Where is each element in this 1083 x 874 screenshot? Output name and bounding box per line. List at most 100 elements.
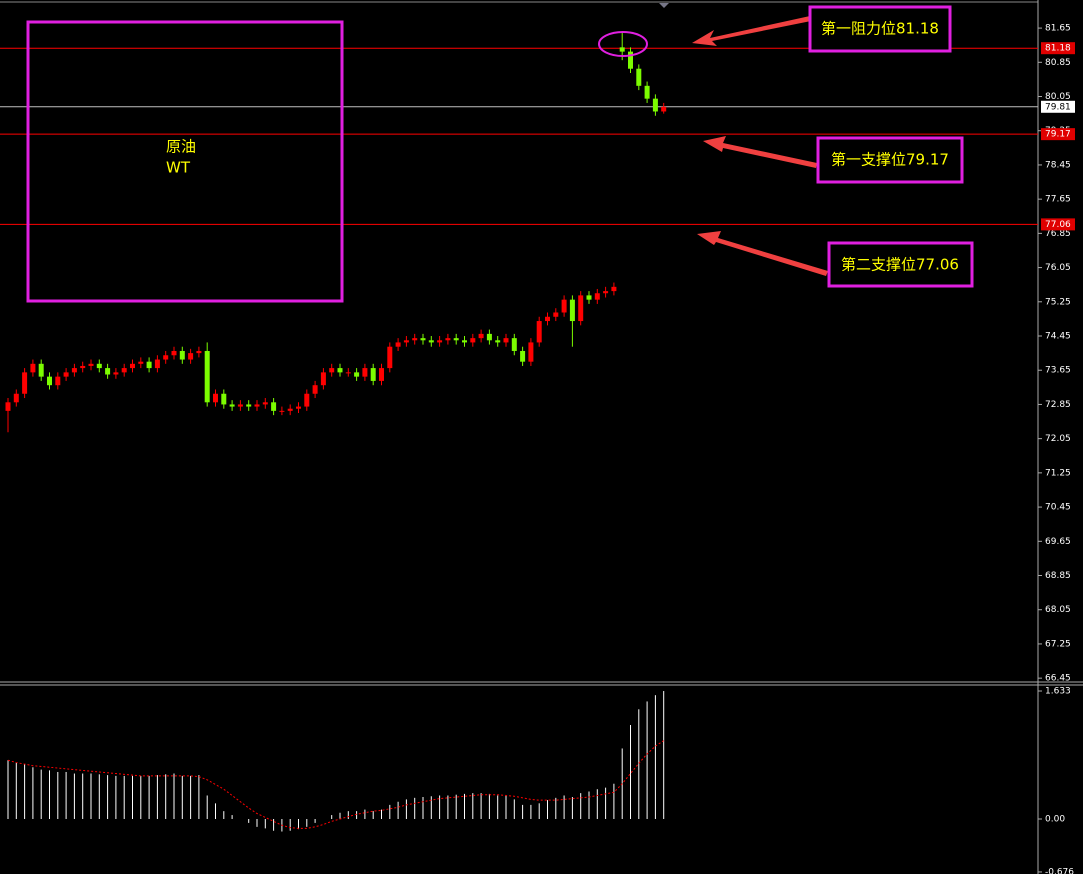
candle-body: [237, 404, 243, 407]
candle-body: [636, 68, 642, 86]
candle-body: [271, 402, 277, 411]
candle-body: [55, 376, 61, 386]
candle-body: [63, 372, 69, 377]
candle-body: [578, 295, 584, 322]
candle-body: [329, 368, 335, 373]
price-tag: [1041, 42, 1075, 55]
candle-body: [503, 338, 509, 343]
arrow: [692, 16, 811, 46]
candle-body: [279, 410, 285, 412]
candle-body: [204, 350, 210, 403]
candle-body: [304, 393, 310, 407]
candle-body: [362, 368, 368, 377]
candle-body: [470, 338, 476, 343]
candle-body: [312, 385, 318, 394]
y-tick-label: 66.45: [1045, 674, 1071, 684]
candle-body: [511, 338, 517, 351]
arrow: [697, 231, 828, 276]
price-tag: [1041, 128, 1075, 141]
candle-body: [453, 338, 459, 341]
price-tag: [1041, 100, 1075, 113]
price-tag: [1041, 218, 1075, 231]
candle-body: [47, 376, 52, 386]
y-tick-label: 0.00: [1045, 814, 1065, 824]
candle-body: [445, 338, 451, 341]
candle-body: [38, 363, 44, 377]
candle-body: [437, 340, 443, 343]
candle-body: [486, 333, 492, 341]
candle-body: [379, 368, 384, 381]
candle-body: [428, 340, 434, 343]
candle-body: [395, 342, 401, 347]
y-tick-label: 76.85: [1045, 229, 1071, 239]
signal-line: [7, 740, 664, 829]
y-tick-label: 1.633: [1045, 687, 1071, 697]
candle-body: [80, 365, 86, 369]
candle-body: [88, 363, 94, 366]
y-tick-label: 72.05: [1045, 434, 1071, 444]
y-tick-label: -0.676: [1045, 867, 1074, 874]
candle-body: [196, 350, 202, 354]
price-tag-label: 77.06: [1045, 220, 1071, 230]
candle-body: [113, 372, 119, 375]
annotation-box: [816, 136, 964, 184]
candle-body: [5, 402, 11, 411]
candle-body: [287, 408, 293, 411]
candle-body: [320, 372, 326, 386]
candle-body: [146, 361, 152, 369]
candle-body: [262, 402, 268, 405]
candle-body: [561, 299, 567, 313]
y-tick-label: 78.45: [1045, 160, 1071, 170]
candle-body: [188, 353, 194, 360]
candle-body: [528, 342, 534, 362]
candle-body: [154, 359, 160, 369]
candle-body: [105, 368, 111, 375]
arrow: [703, 136, 817, 168]
candle-body: [30, 363, 36, 373]
candle-body: [603, 291, 609, 294]
y-tick-label: 74.45: [1045, 332, 1071, 342]
candle-body: [611, 286, 617, 292]
candle-body: [130, 363, 135, 369]
y-tick-label: 68.05: [1045, 605, 1071, 615]
candle-body: [644, 85, 650, 99]
candle-body: [586, 295, 592, 300]
y-tick-label: 77.65: [1045, 195, 1071, 205]
y-tick-label: 70.45: [1045, 503, 1071, 513]
y-tick-label: 69.65: [1045, 537, 1071, 547]
plot: 81.6580.8580.0579.2578.4577.6576.8576.05…: [0, 24, 1075, 874]
candle-body: [553, 312, 559, 317]
candle-body: [628, 51, 633, 69]
candle-body: [71, 368, 77, 373]
candle-body: [345, 372, 351, 374]
candle-body: [121, 368, 127, 373]
price-tag-label: 79.81: [1045, 102, 1071, 112]
candle-body: [138, 361, 144, 364]
label-text: 原油: [166, 138, 196, 156]
candle-body: [619, 47, 625, 52]
candle-body: [594, 293, 600, 300]
candle-body: [171, 350, 177, 356]
candle-body: [495, 340, 501, 343]
y-tick-label: 75.25: [1045, 297, 1071, 307]
candle-body: [412, 338, 418, 341]
candle-body: [246, 404, 252, 407]
y-tick-label: 73.65: [1045, 366, 1071, 376]
label-box: [26, 20, 344, 303]
y-tick-label: 80.05: [1045, 92, 1071, 102]
candle-body: [652, 98, 658, 112]
candle-body: [296, 406, 301, 409]
annotation: 第二支撑位77.06: [841, 256, 959, 274]
price-tag-label: 81.18: [1045, 44, 1071, 54]
annotation: 第一阻力位81.18: [821, 20, 939, 38]
candle-body: [462, 340, 467, 343]
candle-body: [22, 372, 28, 394]
y-tick-label: 67.25: [1045, 639, 1071, 649]
y-tick-label: 81.65: [1045, 24, 1071, 34]
price-tag-label: 79.17: [1045, 130, 1071, 140]
y-tick-label: 80.85: [1045, 58, 1071, 68]
candle-body: [221, 393, 227, 405]
y-tick-label: 72.85: [1045, 400, 1071, 410]
candle-body: [163, 355, 169, 360]
